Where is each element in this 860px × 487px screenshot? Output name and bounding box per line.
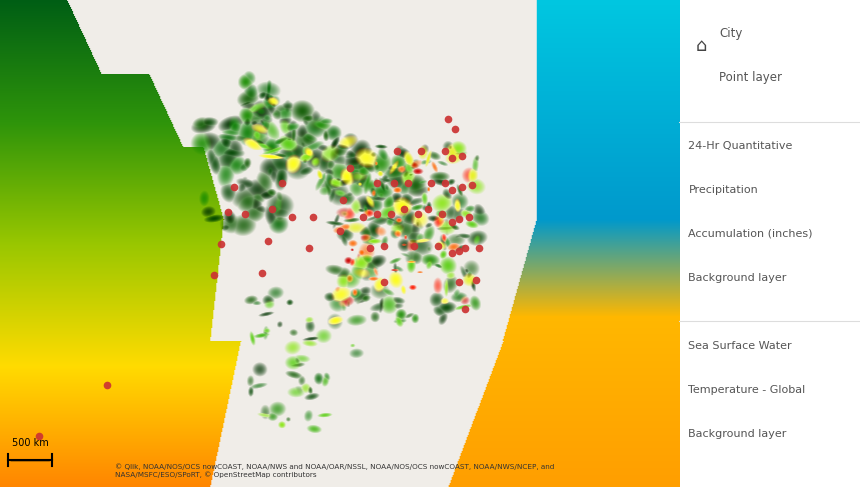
Text: 24-Hr Quantitative: 24-Hr Quantitative	[688, 141, 793, 151]
Text: Background layer: Background layer	[688, 429, 787, 439]
Text: Accumulation (inches): Accumulation (inches)	[688, 229, 813, 239]
Text: Background layer: Background layer	[688, 273, 787, 283]
Text: © Qlik, NOAA/NOS/OCS nowCOAST, NOAA/NWS and NOAA/OAR/NSSL, NOAA/NOS/OCS nowCOAST: © Qlik, NOAA/NOS/OCS nowCOAST, NOAA/NWS …	[115, 464, 555, 478]
Text: Sea Surface Water: Sea Surface Water	[688, 341, 792, 351]
Text: Precipitation: Precipitation	[688, 185, 759, 195]
Text: 500 km: 500 km	[12, 438, 49, 448]
Text: ⌂: ⌂	[696, 37, 707, 55]
Text: City: City	[719, 27, 742, 40]
Text: Point layer: Point layer	[719, 71, 782, 84]
Text: Temperature - Global: Temperature - Global	[688, 385, 806, 395]
